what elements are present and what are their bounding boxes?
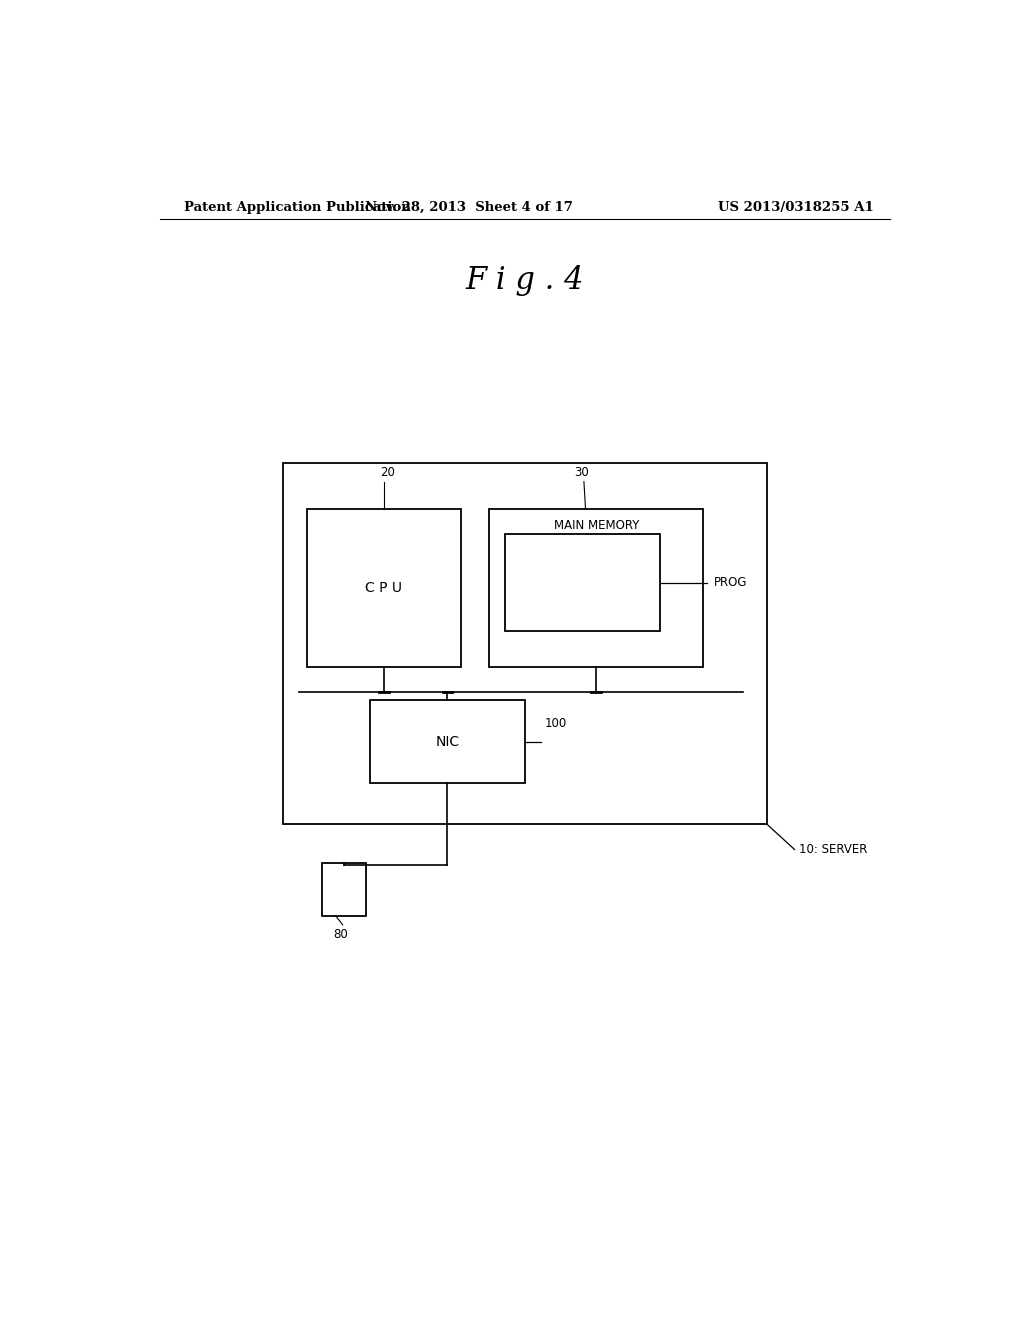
Text: 30: 30 [574,466,589,479]
Bar [489,510,703,667]
Bar [370,700,524,784]
Bar [306,510,461,667]
Text: Nov. 28, 2013  Sheet 4 of 17: Nov. 28, 2013 Sheet 4 of 17 [366,201,573,214]
Text: F i g . 4: F i g . 4 [466,265,584,296]
Text: PROG: PROG [714,577,748,589]
Text: FLOW CONTROL
PROGRAM: FLOW CONTROL PROGRAM [538,570,628,595]
Text: 20: 20 [381,466,395,479]
Bar [505,535,659,631]
Text: 10: SERVER: 10: SERVER [799,843,867,857]
Text: NIC: NIC [435,735,460,748]
Text: 100: 100 [545,717,567,730]
Text: MAIN MEMORY: MAIN MEMORY [554,519,639,532]
Text: 80: 80 [333,928,348,941]
Text: Patent Application Publication: Patent Application Publication [183,201,411,214]
Bar [323,863,367,916]
Text: C P U: C P U [366,581,402,595]
Text: US 2013/0318255 A1: US 2013/0318255 A1 [718,201,873,214]
Bar [283,463,767,824]
